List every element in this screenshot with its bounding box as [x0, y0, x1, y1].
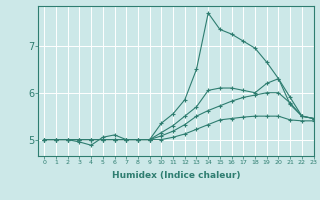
- X-axis label: Humidex (Indice chaleur): Humidex (Indice chaleur): [112, 171, 240, 180]
